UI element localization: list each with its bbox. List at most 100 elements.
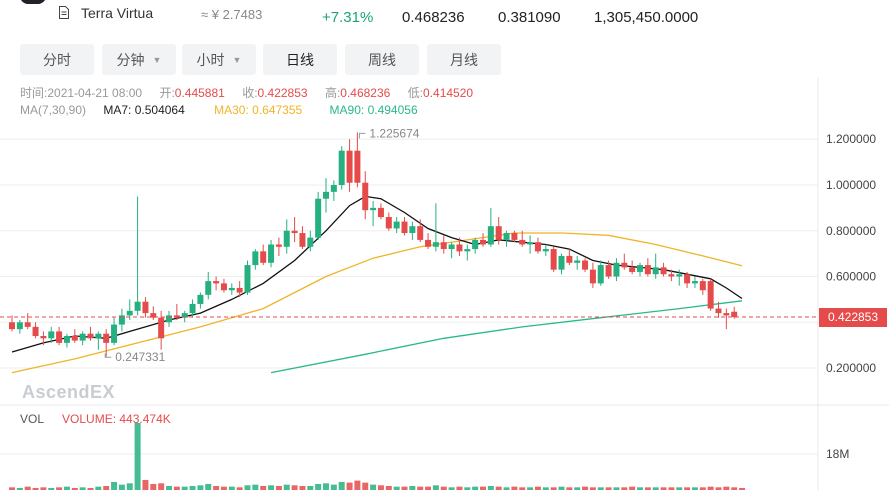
close-value: 0.422853 <box>257 86 308 100</box>
volume-bar <box>668 487 675 490</box>
volume-bar <box>181 486 188 490</box>
candle-body <box>511 233 518 240</box>
volume-bar <box>582 486 589 490</box>
coin-name[interactable]: Terra Virtua <box>81 5 154 21</box>
volume-bar <box>228 486 235 490</box>
ohlc-info-row: 时间:2021-04-21 08:00 开:0.445881 收:0.42285… <box>20 84 473 101</box>
y-tick-label: 0.800000 <box>826 224 876 238</box>
market-header: Terra Virtua ≈ ¥ 2.7483 +7.31% 0.468236 … <box>0 0 889 34</box>
candle-body <box>252 251 259 266</box>
candle-body <box>487 226 494 245</box>
volume-bar <box>385 485 392 490</box>
volume-bar <box>283 484 290 490</box>
volume-axis-label: 18M <box>826 447 849 461</box>
candle-body <box>236 287 243 293</box>
volume-bar <box>275 485 282 490</box>
candle-body <box>448 244 455 250</box>
ma90-legend: MA90: 0.494056 <box>329 103 418 117</box>
volume-bar <box>676 487 683 490</box>
volume-bar <box>252 484 259 490</box>
candle-body <box>79 333 86 341</box>
ma7-legend: MA7: 0.504064 <box>103 103 185 117</box>
volume-bar <box>370 484 377 490</box>
candle-body <box>723 313 730 316</box>
volume-bar <box>103 485 110 490</box>
volume-bar <box>613 487 620 490</box>
candle-body <box>354 150 361 183</box>
candle-body <box>668 274 675 277</box>
candle-body <box>32 326 39 337</box>
volume-bar <box>652 487 659 490</box>
tab-weekly[interactable]: 周线 <box>345 44 419 75</box>
candle-body <box>283 230 290 247</box>
volume-bar <box>731 487 738 490</box>
candle-body <box>197 294 204 304</box>
volume-bar <box>362 482 369 490</box>
candle-body <box>558 255 565 270</box>
candle-body <box>644 265 651 275</box>
volume-bar <box>166 485 172 490</box>
volume-bar <box>126 483 133 490</box>
volume-bar <box>684 487 691 490</box>
volume-bar <box>644 487 651 490</box>
candle-body <box>464 249 471 252</box>
candle-body <box>432 242 439 247</box>
volume-bar <box>480 486 486 490</box>
volume-bar <box>519 487 526 490</box>
volume-bar <box>118 484 125 490</box>
candle-body <box>330 185 337 192</box>
volume-legend: VOL VOLUME: 443.474K <box>20 412 171 426</box>
candle-body <box>95 333 102 339</box>
volume-bar <box>268 485 275 490</box>
candle-body <box>275 244 282 247</box>
volume-bar <box>197 485 204 490</box>
volume-bar <box>699 487 706 490</box>
y-axis: 1.200000 1.000000 0.800000 0.600000 0.200000… <box>826 132 876 461</box>
current-price-tag: 0.422853 <box>819 307 887 327</box>
volume-bar <box>71 487 78 490</box>
volume-24h: 1,305,450.0000 <box>594 9 699 26</box>
volume-bar <box>330 484 337 490</box>
grid-lines <box>0 78 889 490</box>
volume-bar <box>527 487 534 490</box>
volume-bar <box>558 486 565 490</box>
candle-body <box>118 315 125 325</box>
document-icon[interactable] <box>59 6 69 19</box>
max-price-label: 1.225674 <box>369 126 419 140</box>
volume-bar <box>32 487 39 490</box>
candle-body <box>56 331 63 343</box>
candle-body <box>542 249 549 252</box>
candle-body <box>338 150 345 185</box>
tab-hour[interactable]: 小时 ▼ <box>182 44 256 75</box>
volume-bar <box>291 485 298 490</box>
tab-minute[interactable]: 分钟 ▼ <box>102 44 176 75</box>
candle-body <box>362 182 369 211</box>
tab-monthly[interactable]: 月线 <box>427 44 501 75</box>
chevron-down-icon: ▼ <box>152 54 162 65</box>
volume-bar <box>637 487 643 490</box>
tab-daily[interactable]: 日线 <box>263 44 337 75</box>
volume-bar <box>409 485 416 490</box>
volume-bars <box>9 423 746 490</box>
candle-body <box>213 281 220 284</box>
candle-body <box>377 207 384 218</box>
candle-body <box>244 265 251 293</box>
candle-body <box>707 281 714 309</box>
candle-body <box>260 251 267 263</box>
volume-bar <box>550 487 557 490</box>
candle-body <box>676 274 683 277</box>
low-label: 低: <box>407 86 424 100</box>
volume-bar <box>158 483 165 490</box>
volume-bar <box>621 487 628 490</box>
volume-bar <box>134 423 141 490</box>
candle-body <box>134 301 141 311</box>
volume-bar <box>142 479 149 490</box>
tab-timeline[interactable]: 分时 <box>20 44 94 75</box>
candle-body <box>480 239 486 245</box>
volume-bar <box>150 483 157 490</box>
volume-bar <box>173 486 180 490</box>
candle-body <box>691 281 698 284</box>
app-logo-icon <box>20 0 46 4</box>
candle-body <box>142 301 149 314</box>
